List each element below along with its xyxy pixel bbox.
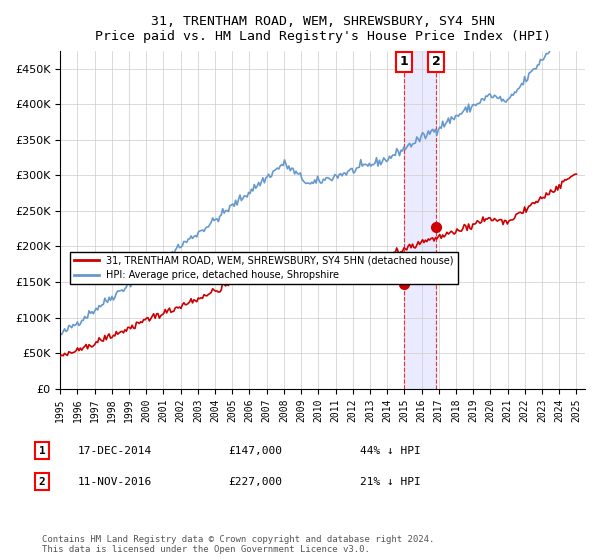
Title: 31, TRENTHAM ROAD, WEM, SHREWSBURY, SY4 5HN
Price paid vs. HM Land Registry's Ho: 31, TRENTHAM ROAD, WEM, SHREWSBURY, SY4 … bbox=[95, 15, 551, 43]
Text: 1: 1 bbox=[38, 446, 46, 456]
Text: 1: 1 bbox=[399, 55, 408, 68]
Text: 44% ↓ HPI: 44% ↓ HPI bbox=[360, 446, 421, 456]
Text: 11-NOV-2016: 11-NOV-2016 bbox=[78, 477, 152, 487]
Text: 21% ↓ HPI: 21% ↓ HPI bbox=[360, 477, 421, 487]
Bar bbox=[404, 51, 436, 389]
Text: 2: 2 bbox=[432, 55, 440, 68]
Text: £227,000: £227,000 bbox=[228, 477, 282, 487]
Text: 2: 2 bbox=[38, 477, 46, 487]
Legend: 31, TRENTHAM ROAD, WEM, SHREWSBURY, SY4 5HN (detached house), HPI: Average price: 31, TRENTHAM ROAD, WEM, SHREWSBURY, SY4 … bbox=[70, 251, 458, 284]
Text: £147,000: £147,000 bbox=[228, 446, 282, 456]
Text: Contains HM Land Registry data © Crown copyright and database right 2024.
This d: Contains HM Land Registry data © Crown c… bbox=[42, 535, 434, 554]
Text: 17-DEC-2014: 17-DEC-2014 bbox=[78, 446, 152, 456]
